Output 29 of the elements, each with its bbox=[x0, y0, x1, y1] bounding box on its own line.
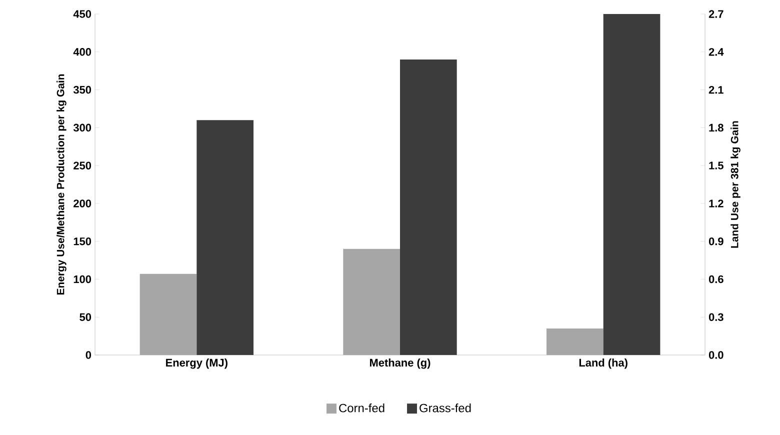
y2-tick-label: 2.7 bbox=[708, 10, 724, 18]
y-tick-label: 50 bbox=[80, 313, 92, 321]
y2-axis-title: Land Use per 381 kg Gain bbox=[730, 121, 740, 248]
y2-tick-label: 1.8 bbox=[709, 124, 724, 132]
y-tick-label: 0 bbox=[86, 351, 92, 359]
y2-tick-label: 2.1 bbox=[708, 86, 724, 94]
y-tick-label: 450 bbox=[73, 10, 92, 18]
y-tick-label: 300 bbox=[73, 124, 92, 132]
legend-label: Corn-fed bbox=[339, 404, 384, 412]
y2-tick-label: 0.3 bbox=[708, 313, 724, 321]
y-tick-label: 250 bbox=[74, 162, 92, 170]
y-tick-label: 100 bbox=[74, 275, 92, 284]
x-tick-label: Land (ha) bbox=[579, 358, 628, 369]
y2-tick-label: 0.6 bbox=[708, 275, 724, 284]
legend-label: Grass-fed bbox=[420, 404, 471, 412]
y2-tick-label: 1.5 bbox=[709, 162, 724, 170]
y-tick-label: 400 bbox=[73, 48, 92, 56]
x-tick-label: Energy (MJ) bbox=[166, 358, 228, 369]
y-tick-label: 200 bbox=[74, 200, 92, 208]
y2-tick-label: 2.4 bbox=[708, 48, 724, 56]
y2-tick-label: 0.9 bbox=[708, 237, 724, 246]
y-tick-label: 150 bbox=[74, 237, 92, 246]
bar bbox=[400, 59, 457, 355]
y2-tick-label: 0.0 bbox=[708, 351, 724, 359]
bar bbox=[196, 120, 254, 355]
x-tick-label: Methane (g) bbox=[370, 358, 430, 369]
y-tick-label: 350 bbox=[73, 86, 92, 94]
y-axis-title: Energy Use/Methane Production per kg Gain bbox=[56, 74, 66, 295]
y2-tick-label: 1.2 bbox=[709, 200, 724, 208]
